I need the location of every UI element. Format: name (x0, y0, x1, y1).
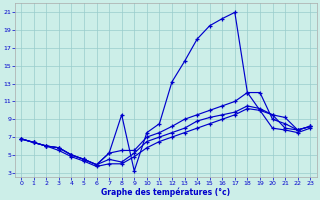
X-axis label: Graphe des températures (°c): Graphe des températures (°c) (101, 187, 230, 197)
